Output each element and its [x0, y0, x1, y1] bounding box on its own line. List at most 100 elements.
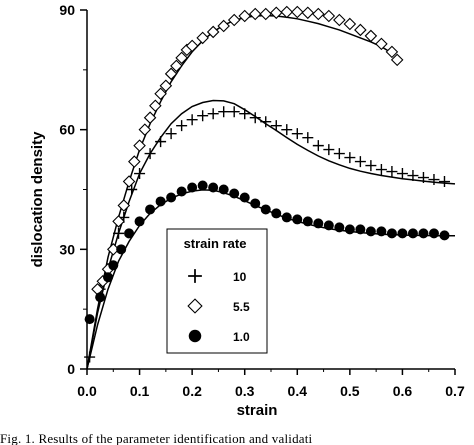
y-tick-label: 90: [59, 2, 75, 18]
x-tick-label: 0.7: [445, 383, 465, 399]
x-tick-label: 0.0: [77, 383, 97, 399]
data-point-plus: [186, 114, 198, 126]
x-tick-label: 0.5: [340, 383, 360, 399]
data-point-diamond: [390, 53, 404, 67]
data-point-circle: [95, 292, 106, 303]
x-tick-label: 0.3: [235, 383, 255, 399]
data-point-plus: [270, 120, 282, 132]
data-point-diamond: [354, 23, 367, 37]
data-point-circle: [407, 228, 418, 239]
data-point-plus: [165, 128, 177, 140]
x-tick-label: 0.4: [288, 383, 308, 399]
figure-caption: Fig. 1. Results of the parameter identif…: [0, 431, 313, 445]
data-point-circle: [386, 228, 397, 239]
data-point-circle: [418, 228, 429, 239]
data-point-diamond: [170, 59, 183, 73]
x-axis-label: strain: [237, 402, 278, 419]
data-point-circle: [271, 208, 282, 219]
data-point-circle: [334, 222, 345, 233]
axes: 0.0 0.1 0.2 0.3 0.4 0.5 0.6 0.7 0 30 60 90 strain dis…: [29, 2, 465, 419]
data-point-circle: [239, 192, 250, 203]
data-point-circle: [176, 186, 187, 197]
data-point-plus: [386, 166, 398, 178]
data-point-plus: [396, 168, 408, 180]
data-point-diamond: [138, 123, 152, 136]
data-point-diamond: [301, 6, 315, 20]
data-point-circle: [208, 182, 219, 193]
data-point-plus: [428, 174, 440, 186]
legend-title: strain rate: [184, 236, 247, 251]
data-point-circle: [397, 228, 408, 239]
data-point-plus: [197, 110, 209, 122]
data-point-plus: [323, 144, 335, 156]
data-point-circle: [145, 204, 156, 215]
data-point-diamond: [143, 111, 157, 124]
data-point-plus: [333, 148, 345, 160]
legend-marker-circle: [188, 329, 202, 343]
data-point-diamond: [385, 45, 399, 59]
y-tick-label: 30: [59, 241, 75, 257]
data-point-diamond: [333, 13, 346, 27]
data-point-plus: [207, 108, 219, 120]
data-point-plus: [281, 124, 293, 136]
data-point-circle: [155, 196, 166, 207]
data-point-diamond: [154, 87, 167, 101]
data-point-diamond: [238, 9, 251, 23]
data-point-plus: [84, 351, 96, 363]
data-point-plus: [155, 136, 167, 148]
chart: 0.0 0.1 0.2 0.3 0.4 0.5 0.6 0.7 0 30 60 90 strain dis…: [29, 2, 465, 419]
data-point-diamond: [133, 139, 146, 152]
data-point-circle: [187, 182, 198, 193]
data-point-circle: [302, 216, 313, 227]
legend-label: 5.5: [233, 300, 250, 314]
legend-marker-plus: [188, 269, 202, 283]
y-tick-label: 0: [67, 361, 75, 377]
data-point-circle: [439, 230, 450, 241]
data-point-plus: [302, 132, 314, 144]
data-point-circle: [355, 224, 366, 235]
legend-box: [166, 228, 268, 354]
data-point-diamond: [159, 79, 173, 93]
data-point-circle: [103, 272, 114, 283]
data-point-diamond: [185, 39, 199, 53]
legend-label: 10: [233, 270, 247, 284]
data-point-circle: [229, 188, 240, 199]
data-point-plus: [417, 172, 429, 184]
data-point-diamond: [227, 13, 241, 27]
data-point-circle: [260, 204, 271, 215]
data-point-diamond: [375, 37, 388, 51]
data-point-diamond: [343, 17, 357, 31]
data-point-diamond: [259, 7, 273, 21]
data-point-diamond: [291, 5, 304, 19]
data-point-circle: [313, 218, 324, 229]
data-point-diamond: [122, 175, 136, 188]
data-point-diamond: [175, 51, 188, 65]
data-point-diamond: [364, 29, 378, 43]
fit-curve-3: [86, 189, 455, 370]
y-tick-label: 60: [59, 122, 75, 138]
data-point-circle: [344, 224, 355, 235]
legend-marker-diamond: [187, 298, 203, 314]
data-point-plus: [134, 168, 146, 180]
x-tick-label: 0.2: [182, 383, 202, 399]
data-point-circle: [108, 260, 119, 271]
data-point-circle: [365, 226, 376, 237]
y-axis-label: dislocation density: [29, 131, 46, 268]
data-point-diamond: [322, 9, 336, 23]
data-markers: [84, 5, 450, 363]
data-point-diamond: [248, 7, 262, 21]
data-point-circle: [250, 198, 261, 209]
x-tick-label: 0.6: [393, 383, 413, 399]
data-point-circle: [84, 314, 95, 325]
data-point-circle: [376, 226, 387, 237]
data-point-circle: [428, 228, 439, 239]
data-point-diamond: [280, 5, 294, 19]
data-point-plus: [249, 112, 261, 124]
data-point-plus: [113, 227, 125, 239]
data-point-plus: [239, 108, 251, 120]
x-tick-label: 0.1: [130, 383, 150, 399]
data-point-plus: [375, 164, 387, 176]
data-point-circle: [197, 180, 208, 191]
data-point-plus: [344, 152, 356, 164]
data-point-plus: [260, 116, 272, 128]
